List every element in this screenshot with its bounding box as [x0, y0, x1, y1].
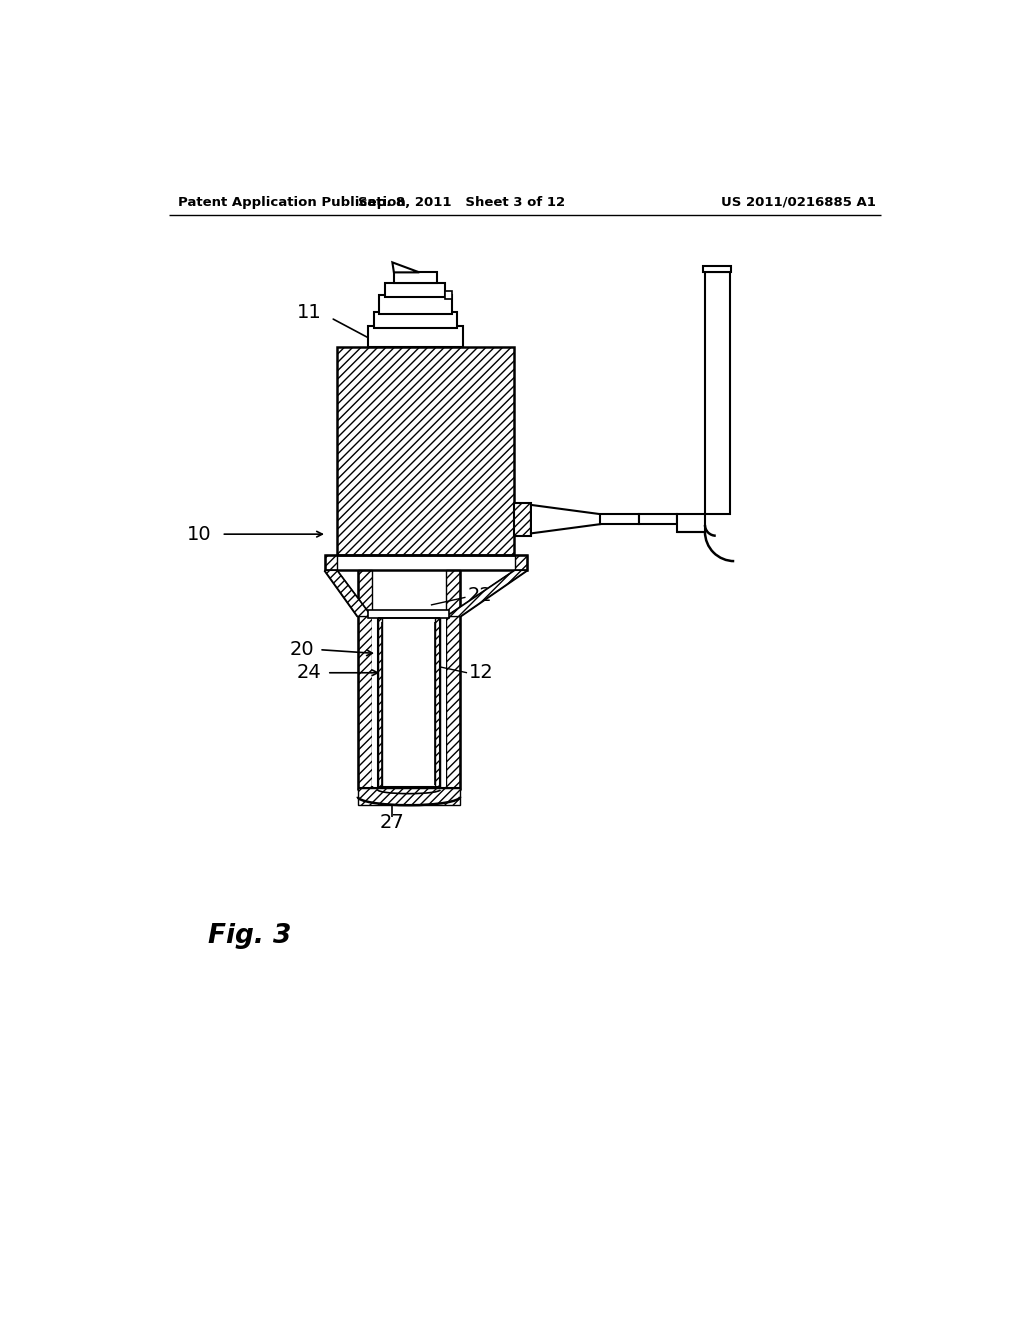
Bar	[446, 570, 460, 789]
Bar	[372, 616, 446, 785]
Bar	[444, 290, 453, 298]
Text: Fig. 3: Fig. 3	[208, 923, 291, 949]
Bar	[514, 503, 531, 536]
Bar	[385, 284, 444, 297]
Bar	[703, 267, 731, 272]
Bar	[368, 326, 463, 347]
Bar	[357, 788, 460, 805]
Text: 22: 22	[468, 586, 493, 606]
Bar	[435, 618, 440, 787]
Bar	[325, 554, 527, 570]
Bar	[515, 554, 527, 570]
Polygon shape	[531, 506, 600, 533]
Text: Patent Application Publication: Patent Application Publication	[178, 195, 407, 209]
Bar	[677, 515, 705, 532]
Text: US 2011/0216885 A1: US 2011/0216885 A1	[721, 195, 876, 209]
Bar	[325, 554, 337, 570]
Text: 12: 12	[469, 663, 495, 682]
Bar	[357, 570, 372, 789]
Bar	[378, 618, 382, 787]
Polygon shape	[392, 263, 419, 272]
Bar	[374, 313, 457, 327]
Text: Sep. 8, 2011   Sheet 3 of 12: Sep. 8, 2011 Sheet 3 of 12	[358, 195, 565, 209]
Text: 11: 11	[297, 302, 322, 322]
Bar	[600, 515, 639, 524]
Text: 10: 10	[186, 524, 211, 544]
Polygon shape	[325, 570, 372, 616]
Text: 27: 27	[380, 813, 404, 832]
Text: 20: 20	[289, 640, 313, 659]
Polygon shape	[337, 347, 514, 554]
Polygon shape	[394, 272, 437, 284]
Bar	[705, 272, 730, 515]
Bar	[639, 515, 677, 524]
Bar	[369, 610, 450, 618]
Bar	[379, 296, 452, 314]
Polygon shape	[446, 570, 527, 616]
Text: 24: 24	[297, 663, 322, 682]
